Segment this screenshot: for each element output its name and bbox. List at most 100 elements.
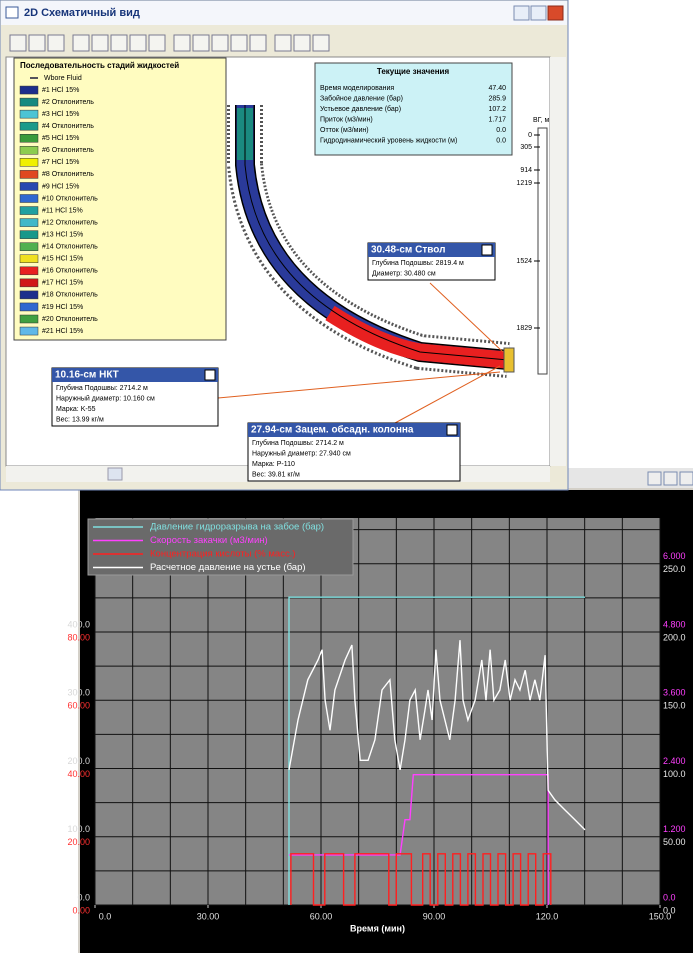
toolbar-button[interactable]: [110, 34, 128, 52]
legend-swatch: [19, 206, 39, 215]
y-tick-label: 4.800: [663, 619, 686, 629]
legend-label: #7 HCl 15%: [42, 159, 79, 166]
y-tick-label: 150.0: [663, 701, 686, 711]
value-number: 107.2: [488, 106, 506, 113]
value-label: Отток (м3/мин): [320, 127, 369, 134]
callout-header: [368, 243, 495, 257]
scroll-thumb[interactable]: [107, 467, 123, 481]
chart: 0.0 30.00 60.00 90.00 120.0 150.0 Время (мин) 0…: [67, 518, 686, 933]
y-tick-label: 100.0: [663, 769, 686, 779]
legend-title: Последовательность стадий жидкостей: [20, 61, 179, 70]
y-tick-label: 60.00: [67, 701, 90, 711]
value-number: 0.0: [496, 137, 506, 144]
legend-label: #20 Отклонитель: [42, 316, 98, 323]
x-tick-label: 0.0: [99, 911, 112, 921]
series-line: [288, 640, 586, 831]
close-button[interactable]: [679, 471, 693, 486]
maximize-button[interactable]: [530, 5, 547, 21]
legend-label: #3 HCl 15%: [42, 111, 79, 118]
legend-label: Скорость закачки (м3/мин): [150, 535, 268, 546]
legend-label: #15 HCl 15%: [42, 256, 83, 263]
callout-line: Марка: P-110: [252, 461, 295, 468]
pointer: [429, 282, 504, 353]
value-number: 285.9: [488, 95, 506, 102]
legend-swatch: [19, 278, 39, 288]
window-title: 2D Схематичный вид: [24, 7, 140, 19]
toolbar-button[interactable]: [9, 34, 27, 52]
callout-line: Вес: 13.99 кг/м: [56, 416, 104, 423]
toolbar-button[interactable]: [192, 34, 210, 52]
y-tick-label: 3.600: [663, 688, 686, 698]
legend-label: #17 HCl 15%: [42, 280, 83, 287]
legend-label: #19 HCl 15%: [42, 304, 83, 311]
pointer: [217, 371, 501, 399]
legend-label: #16 Отклонитель: [42, 268, 98, 275]
legend-label: Wbore Fluid: [44, 75, 82, 82]
toolbar-button[interactable]: [312, 34, 330, 52]
toolbar-button[interactable]: [274, 34, 292, 52]
legend-label: #10 Отклонитель: [42, 195, 98, 202]
well-toe: [503, 347, 515, 373]
window-icon: [5, 6, 19, 19]
y-tick-label: 200.0: [67, 756, 90, 766]
legend-swatch: [19, 121, 39, 131]
callout-close[interactable]: [481, 244, 493, 256]
x-tick-label: 150.0: [649, 911, 672, 921]
depth-ruler: [537, 127, 548, 375]
legend-swatch: [19, 242, 39, 251]
y-tick-label: 6.000: [663, 551, 686, 561]
y-tick-label: 100.0: [67, 824, 90, 834]
y-tick-label: 250.0: [663, 564, 686, 574]
legend-swatch: [19, 194, 39, 203]
y-tick-label: 200.0: [663, 632, 686, 642]
legend-swatch: [19, 266, 39, 276]
y-tick-label: 0.00: [72, 905, 90, 915]
callout-close[interactable]: [204, 369, 216, 381]
toolbar-button[interactable]: [230, 34, 248, 52]
value-number: 0.0: [496, 127, 506, 134]
toolbar-button[interactable]: [91, 34, 109, 52]
overlays: Wbore Fluid #1 HCl 15% #2 Отклонитель #3 HC…: [19, 75, 540, 482]
depth-tick-label: 1524: [516, 258, 532, 265]
x-axis-label: Время (мин): [350, 923, 405, 933]
minimize-button[interactable]: [513, 5, 530, 21]
legend: [87, 518, 354, 576]
y-tick-label: 20.00: [67, 837, 90, 847]
close-button[interactable]: [547, 5, 564, 21]
value-label: Устьевое давление (бар): [320, 105, 401, 113]
x-tick-label: 90.00: [423, 911, 446, 921]
minimize-button[interactable]: [647, 471, 662, 486]
toolbar-button[interactable]: [28, 34, 46, 52]
legend-swatch: [19, 254, 39, 263]
depth-tick-label: 1219: [516, 180, 532, 187]
toolbar-button[interactable]: [72, 34, 90, 52]
callout-close[interactable]: [446, 424, 458, 436]
stage-legend: [13, 57, 227, 341]
legend-swatch: [19, 326, 39, 336]
depth-tick-label: 1829: [516, 325, 532, 332]
callout-header: [52, 368, 218, 382]
toolbar-button[interactable]: [173, 34, 191, 52]
toolbar-button[interactable]: [47, 34, 65, 52]
toolbar-button[interactable]: [211, 34, 229, 52]
y-tick-label: 0.0: [663, 905, 676, 915]
callout-title: 27.94-см Зацем. обсадн. колонна: [251, 424, 414, 436]
callout-header: [248, 423, 460, 437]
callout-title: 30.48-см Ствол: [371, 245, 445, 256]
maximize-button[interactable]: [663, 471, 678, 486]
value-label: Забойное давление (бар): [320, 94, 403, 102]
value-label: Время моделирования: [320, 85, 394, 92]
depth-tick-label: 0: [528, 132, 532, 139]
tubing: [244, 105, 509, 361]
toolbar-button[interactable]: [293, 34, 311, 52]
value-number: 47.40: [488, 85, 506, 92]
legend-swatch: [19, 134, 39, 143]
toolbar-button[interactable]: [249, 34, 267, 52]
vertical-scrollbar[interactable]: [550, 57, 566, 466]
legend-label: #9 HCl 15%: [42, 183, 79, 190]
toolbar-button[interactable]: [148, 34, 166, 52]
toolbar-button[interactable]: [129, 34, 147, 52]
values-title: Текущие значения: [377, 67, 450, 76]
callout-line: Вес: 39.81 кг/м: [252, 471, 300, 478]
